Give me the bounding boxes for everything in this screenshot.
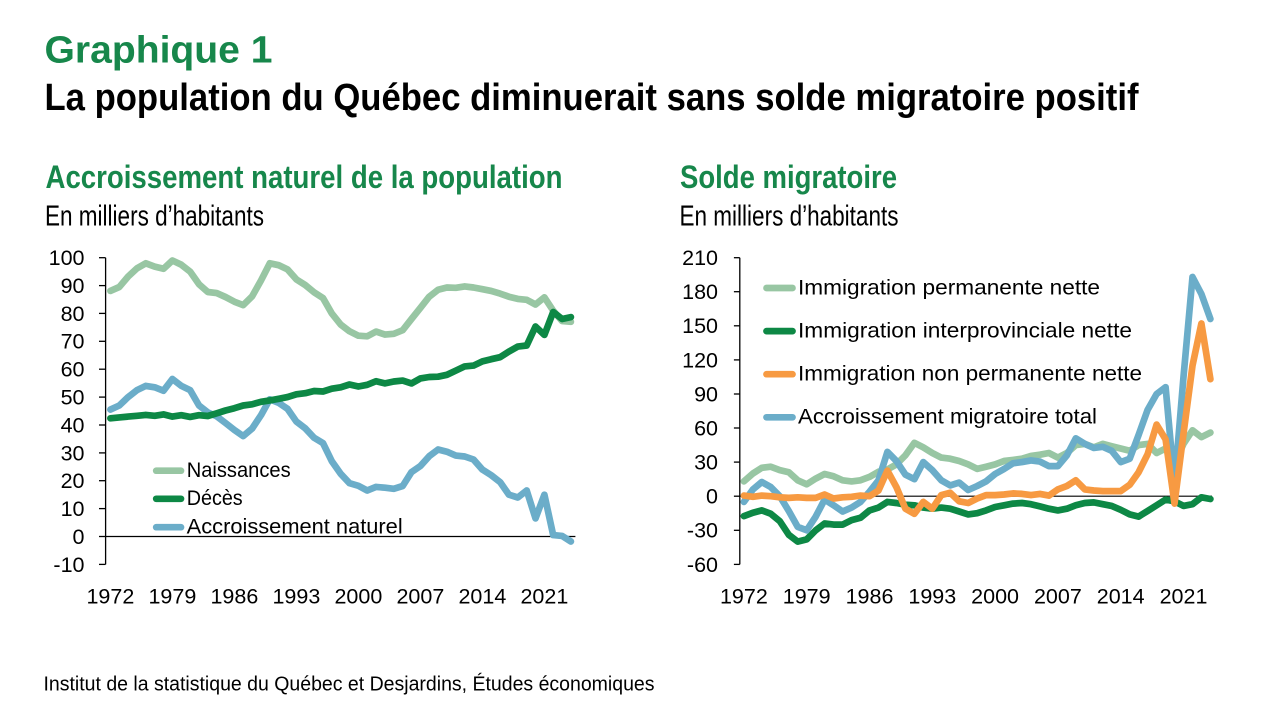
svg-text:2014: 2014 (458, 585, 506, 609)
svg-text:180: 180 (682, 280, 718, 304)
svg-text:-60: -60 (687, 553, 718, 577)
svg-text:Solde migratoire: Solde migratoire (680, 159, 897, 195)
svg-text:1979: 1979 (148, 585, 196, 609)
svg-text:La population du Québec diminu: La population du Québec diminuerait sans… (45, 77, 1139, 119)
svg-text:90: 90 (694, 382, 718, 406)
svg-text:2000: 2000 (334, 585, 382, 609)
svg-text:150: 150 (682, 314, 718, 338)
svg-text:Graphique 1: Graphique 1 (45, 30, 273, 72)
svg-text:2000: 2000 (971, 585, 1019, 609)
svg-text:40: 40 (61, 413, 85, 437)
svg-text:Naissances: Naissances (187, 459, 291, 482)
svg-text:30: 30 (694, 451, 718, 475)
svg-text:Immigration non permanente net: Immigration non permanente nette (798, 363, 1142, 386)
svg-text:Accroissement naturel: Accroissement naturel (187, 516, 403, 539)
svg-text:En milliers d’habitants: En milliers d’habitants (680, 201, 899, 233)
svg-text:120: 120 (682, 348, 718, 372)
svg-text:Décès: Décès (187, 487, 243, 510)
svg-text:20: 20 (61, 469, 85, 493)
svg-text:30: 30 (61, 441, 85, 465)
svg-text:1986: 1986 (846, 585, 894, 609)
svg-text:En milliers d’habitants: En milliers d’habitants (45, 201, 264, 233)
svg-text:210: 210 (682, 246, 718, 270)
svg-text:80: 80 (61, 302, 85, 326)
svg-text:-10: -10 (53, 553, 84, 577)
svg-text:10: 10 (61, 497, 85, 521)
svg-text:Immigration interprovinciale n: Immigration interprovinciale nette (798, 319, 1132, 342)
svg-text:60: 60 (61, 358, 85, 382)
svg-text:50: 50 (61, 385, 85, 409)
svg-text:2021: 2021 (520, 585, 568, 609)
svg-text:2007: 2007 (396, 585, 444, 609)
svg-text:1986: 1986 (210, 585, 258, 609)
svg-text:Immigration permanente nette: Immigration permanente nette (798, 276, 1100, 299)
svg-text:90: 90 (61, 274, 85, 298)
svg-text:100: 100 (49, 246, 85, 270)
svg-text:60: 60 (694, 416, 718, 440)
svg-text:1979: 1979 (783, 585, 831, 609)
svg-text:1972: 1972 (86, 585, 134, 609)
svg-text:Accroissement migratoire total: Accroissement migratoire total (798, 406, 1097, 429)
svg-text:1993: 1993 (908, 585, 956, 609)
svg-text:Accroissement naturel de la po: Accroissement naturel de la population (46, 159, 563, 195)
svg-text:0: 0 (73, 525, 85, 549)
svg-text:0: 0 (706, 485, 718, 509)
svg-text:70: 70 (61, 330, 85, 354)
svg-text:1993: 1993 (272, 585, 320, 609)
svg-text:1972: 1972 (720, 585, 768, 609)
svg-text:2021: 2021 (1160, 585, 1208, 609)
svg-text:-30: -30 (687, 519, 718, 543)
svg-text:2014: 2014 (1097, 585, 1145, 609)
svg-text:Institut de la statistique du: Institut de la statistique du Québec et … (44, 673, 655, 696)
svg-text:2007: 2007 (1034, 585, 1082, 609)
